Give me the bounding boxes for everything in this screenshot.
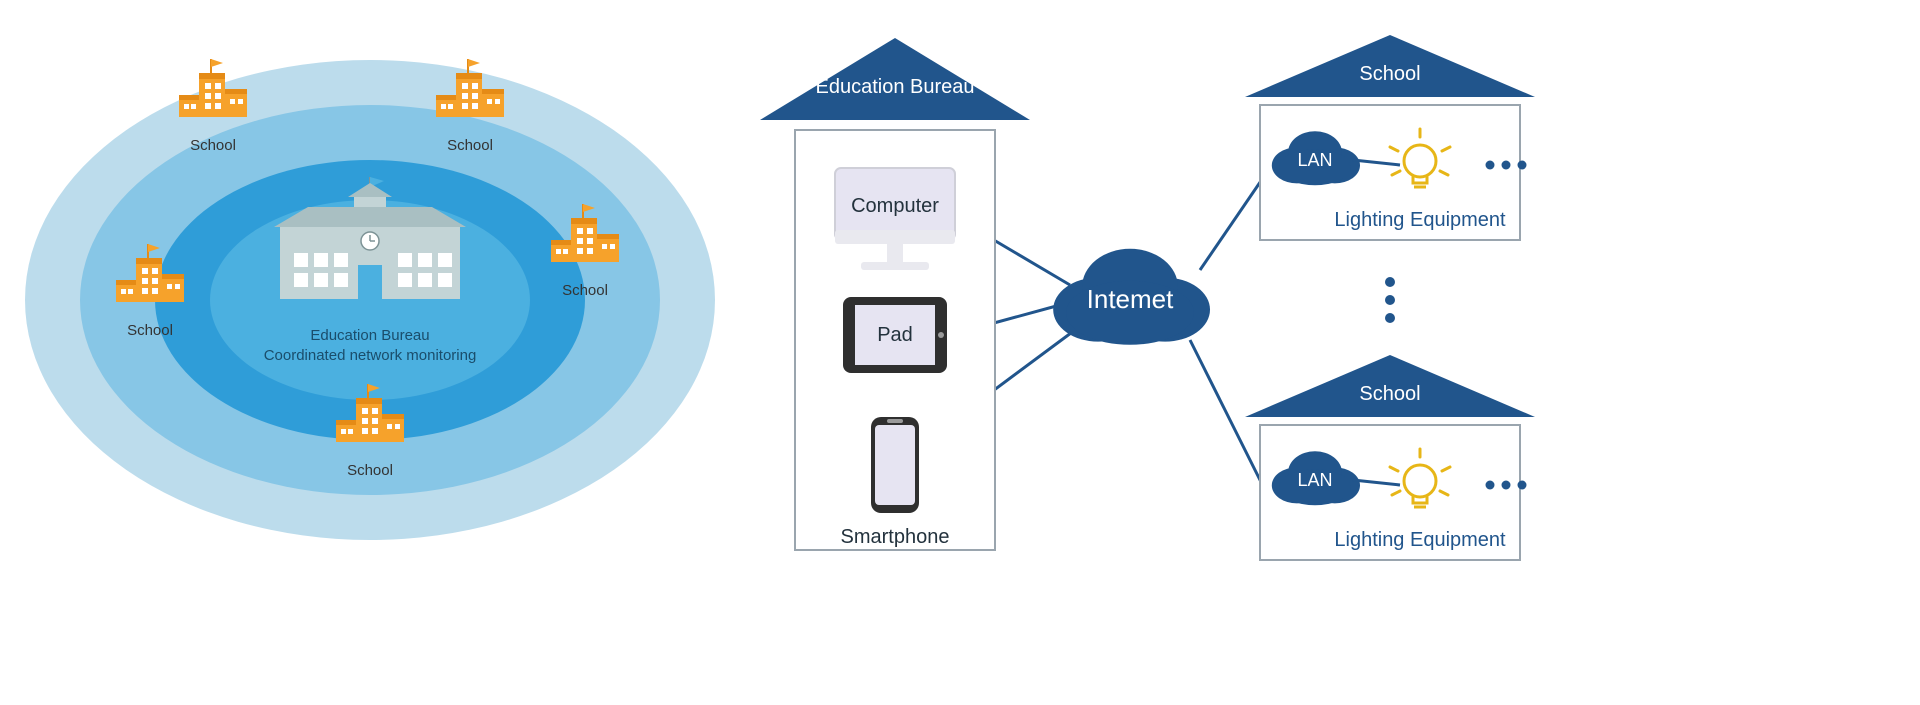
pad-icon: Pad (843, 297, 947, 373)
pad-label: Pad (877, 324, 913, 346)
school-label: School (562, 282, 608, 299)
bureau-label-2: Coordinated network monitoring (264, 347, 477, 364)
ellipsis-dot (1518, 161, 1527, 170)
vdots-dot (1385, 313, 1395, 323)
school-label: School (127, 322, 173, 339)
smartphone-label: Smartphone (841, 526, 950, 548)
ellipsis-dot (1486, 481, 1495, 490)
lighting-label-1: Lighting Equipment (1334, 529, 1506, 551)
lan-label-0: LAN (1297, 150, 1332, 170)
bureau-label-1: Education Bureau (310, 327, 429, 344)
school-0-roof-label: School (1359, 63, 1420, 85)
ellipsis-dot (1486, 161, 1495, 170)
ellipsis-dot (1518, 481, 1527, 490)
computer-label: Computer (851, 195, 939, 217)
bureau-roof-label: Education Bureau (815, 76, 974, 98)
school-label: School (447, 137, 493, 154)
vdots-dot (1385, 295, 1395, 305)
ellipsis-dot (1502, 161, 1511, 170)
school-1-roof-label: School (1359, 383, 1420, 405)
edge-internet-school-0 (1200, 175, 1265, 270)
left-diagram: Education Bureau Coordinated network moni… (25, 59, 715, 540)
right-diagram: Education Bureau Computer Pad Smartphone Int… (760, 35, 1535, 560)
school-label: School (190, 137, 236, 154)
ellipsis-dot (1502, 481, 1511, 490)
lan-label-1: LAN (1297, 470, 1332, 490)
vdots-dot (1385, 277, 1395, 287)
internet-label: Intemet (1087, 284, 1174, 314)
school-label: School (347, 462, 393, 479)
lighting-label-0: Lighting Equipment (1334, 209, 1506, 231)
